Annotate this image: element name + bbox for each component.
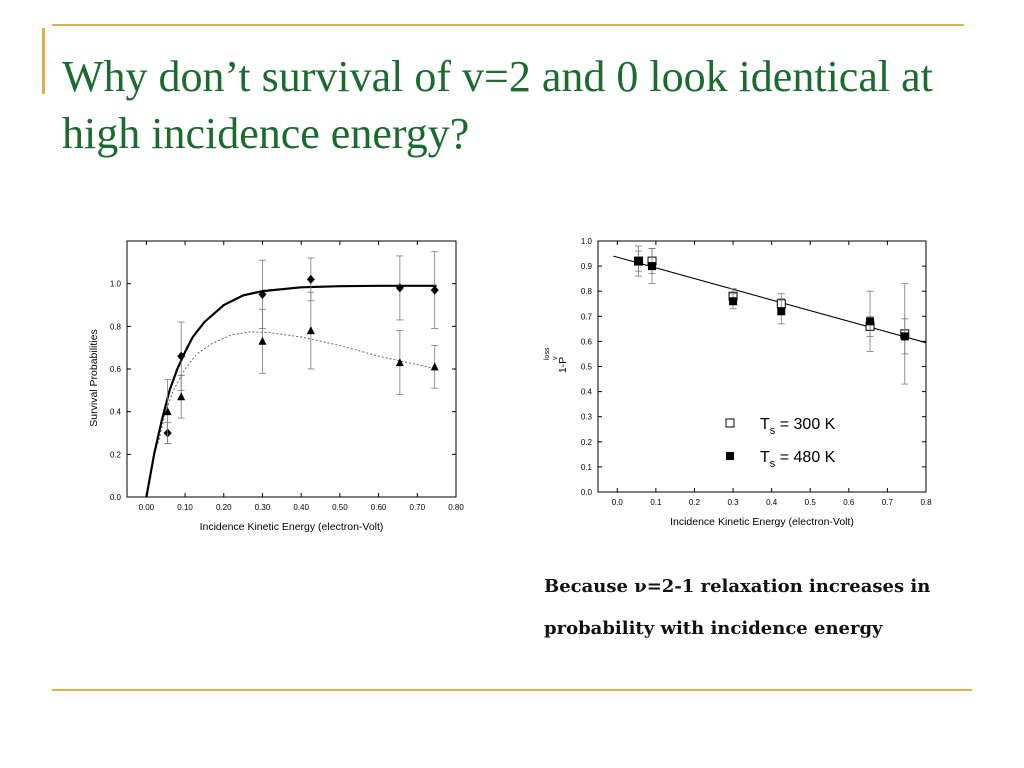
y-tick-label: 0.1 (581, 463, 593, 472)
x-tick-label: 0.00 (139, 503, 155, 512)
x-tick-label: 0.2 (689, 498, 701, 507)
y-axis-label: Survival Probabilities (88, 329, 100, 426)
x-tick-label: 0.5 (805, 498, 817, 507)
y-tick-label: 0.3 (581, 413, 593, 422)
x-tick-label: 0.30 (255, 503, 271, 512)
x-tick-label: 0.20 (216, 503, 232, 512)
y-tick-label: 0.4 (110, 408, 122, 417)
data-point-filled-square (777, 307, 786, 316)
x-tick-label: 0.80 (448, 503, 464, 512)
data-point-diamond (430, 285, 439, 295)
legend-label-main: T (760, 449, 770, 466)
y-tick-label: 0.8 (581, 287, 593, 296)
data-point-triangle (306, 326, 315, 335)
legend-marker-filled-square (726, 452, 734, 460)
y-axis-label: 1-P (557, 357, 569, 373)
y-tick-label: 1.0 (581, 237, 593, 246)
data-point-filled-square (729, 297, 738, 306)
y-axis-label-sup: loss (544, 347, 551, 360)
x-tick-label: 0.4 (766, 498, 778, 507)
y-tick-label: 0.0 (581, 488, 593, 497)
data-point-diamond (395, 283, 404, 293)
legend-label-rest: = 480 K (775, 449, 835, 466)
x-tick-label: 0.3 (727, 498, 739, 507)
x-tick-label: 0.40 (293, 503, 309, 512)
x-tick-label: 0.60 (371, 503, 387, 512)
y-tick-label: 0.8 (110, 322, 122, 331)
x-axis-label: Incidence Kinetic Energy (electron-Volt) (200, 521, 384, 533)
legend-label-main: T (760, 416, 770, 433)
legend-label: Ts = 480 K (760, 449, 836, 470)
data-point-diamond (306, 274, 315, 284)
top-accent-rule (52, 24, 964, 26)
x-tick-label: 0.70 (410, 503, 426, 512)
data-point-triangle (395, 358, 404, 367)
data-point-filled-square (900, 332, 909, 341)
data-point-filled-square (634, 257, 643, 266)
x-tick-label: 0.50 (332, 503, 348, 512)
x-tick-label: 0.0 (612, 498, 624, 507)
x-axis-label: Incidence Kinetic Energy (electron-Volt) (670, 516, 854, 528)
y-tick-label: 0.5 (581, 363, 593, 372)
y-tick-label: 0.0 (110, 493, 122, 502)
data-point-triangle (430, 362, 439, 371)
data-point-filled-square (648, 262, 657, 271)
left-accent-rule (42, 28, 45, 94)
y-tick-label: 0.6 (110, 365, 122, 374)
fit-curve-solid (613, 255, 927, 344)
y-tick-label: 1.0 (110, 280, 122, 289)
legend-marker-open-square (725, 418, 735, 428)
x-tick-label: 0.8 (920, 498, 932, 507)
y-tick-label: 0.9 (581, 262, 593, 271)
fit-curve-dotted (157, 331, 437, 444)
legend-label-sub: s (770, 458, 776, 470)
y-tick-label: 0.2 (581, 438, 593, 447)
bottom-accent-rule (52, 689, 972, 691)
x-tick-label: 0.7 (882, 498, 894, 507)
slide-title: Why don’t survival of v=2 and 0 look ide… (62, 52, 933, 158)
y-tick-label: 0.7 (581, 312, 593, 321)
data-point-triangle (258, 336, 267, 345)
fit-curve-solid (145, 284, 437, 498)
y-tick-label: 0.4 (581, 388, 593, 397)
data-point-triangle (177, 392, 186, 401)
x-tick-label: 0.6 (843, 498, 855, 507)
slide-caption: Because ν=2-1 relaxation increases in pr… (544, 576, 931, 639)
legend-label-sub: s (770, 425, 776, 437)
y-tick-label: 0.2 (110, 450, 122, 459)
data-point-filled-square (866, 317, 875, 326)
legend-label-rest: = 300 K (775, 416, 835, 433)
x-tick-label: 0.10 (177, 503, 193, 512)
y-tick-label: 0.6 (581, 337, 593, 346)
legend-label: Ts = 300 K (760, 416, 836, 437)
x-tick-label: 0.1 (650, 498, 662, 507)
y-axis-label-sub: v (552, 356, 559, 360)
data-point-triangle (163, 407, 172, 416)
data-point-diamond (177, 351, 186, 361)
data-point-diamond (258, 289, 267, 299)
